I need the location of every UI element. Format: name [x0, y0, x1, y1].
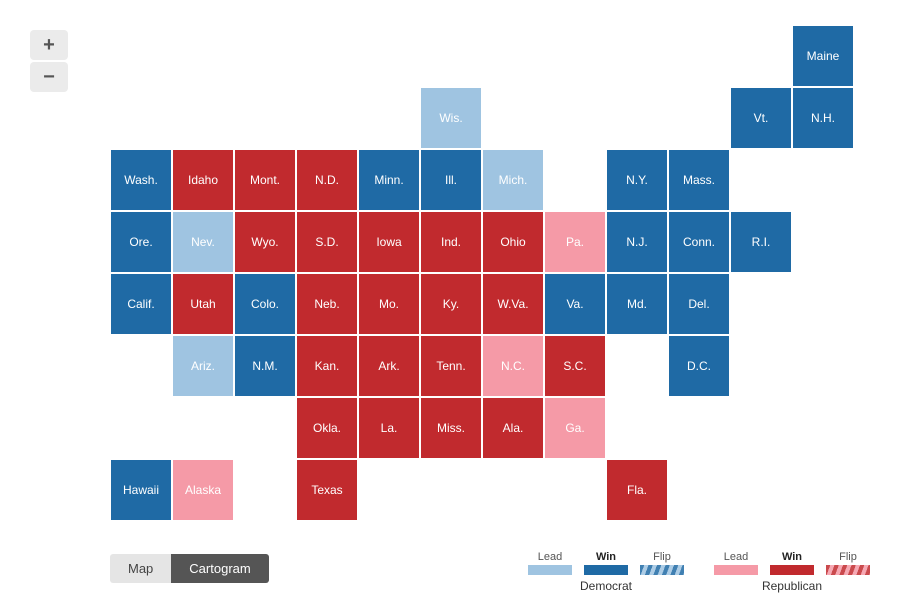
state-cell[interactable]: Texas	[296, 459, 358, 521]
legend-rep-flip: Flip	[826, 551, 870, 575]
state-cell[interactable]: Idaho	[172, 149, 234, 211]
state-cell[interactable]: Ala.	[482, 397, 544, 459]
state-cell[interactable]: Ill.	[420, 149, 482, 211]
state-cell[interactable]: Vt.	[730, 87, 792, 149]
swatch-dem-win	[584, 565, 628, 575]
state-cell[interactable]: S.D.	[296, 211, 358, 273]
swatch-dem-flip	[640, 565, 684, 575]
swatch-rep-win	[770, 565, 814, 575]
state-cell[interactable]: N.J.	[606, 211, 668, 273]
state-cell[interactable]: Wis.	[420, 87, 482, 149]
legend-rep-lead: Lead	[714, 551, 758, 575]
state-cell[interactable]: Alaska	[172, 459, 234, 521]
state-cell[interactable]: Mont.	[234, 149, 296, 211]
state-cell[interactable]: Tenn.	[420, 335, 482, 397]
state-cell[interactable]: Neb.	[296, 273, 358, 335]
state-cell[interactable]: Mo.	[358, 273, 420, 335]
state-cell[interactable]: Mich.	[482, 149, 544, 211]
state-cell[interactable]: Calif.	[110, 273, 172, 335]
state-cell[interactable]: S.C.	[544, 335, 606, 397]
state-cell[interactable]: Ore.	[110, 211, 172, 273]
swatch-rep-flip	[826, 565, 870, 575]
state-cell[interactable]: Ark.	[358, 335, 420, 397]
state-cell[interactable]: Md.	[606, 273, 668, 335]
state-cell[interactable]: Mass.	[668, 149, 730, 211]
view-cartogram-button[interactable]: Cartogram	[171, 554, 268, 583]
legend-democrat: Lead Win Flip Democrat	[528, 551, 684, 593]
state-cell[interactable]: Okla.	[296, 397, 358, 459]
state-cell[interactable]: N.D.	[296, 149, 358, 211]
swatch-dem-lead	[528, 565, 572, 575]
state-cell[interactable]: Maine	[792, 25, 854, 87]
state-cell[interactable]: Ohio	[482, 211, 544, 273]
legend-dem-lead: Lead	[528, 551, 572, 575]
state-cell[interactable]: N.H.	[792, 87, 854, 149]
legend-dem-win: Win	[584, 551, 628, 575]
legend: Lead Win Flip Democrat Lead Win	[528, 551, 870, 593]
state-cell[interactable]: Ky.	[420, 273, 482, 335]
state-cell[interactable]: Kan.	[296, 335, 358, 397]
state-cell[interactable]: Miss.	[420, 397, 482, 459]
state-cell[interactable]: Ga.	[544, 397, 606, 459]
state-cell[interactable]: La.	[358, 397, 420, 459]
legend-democrat-label: Democrat	[580, 579, 632, 593]
state-cell[interactable]: N.M.	[234, 335, 296, 397]
state-cell[interactable]: N.C.	[482, 335, 544, 397]
legend-rep-win: Win	[770, 551, 814, 575]
state-cell[interactable]: Va.	[544, 273, 606, 335]
state-cell[interactable]: Colo.	[234, 273, 296, 335]
legend-republican: Lead Win Flip Republican	[714, 551, 870, 593]
state-cell[interactable]: Minn.	[358, 149, 420, 211]
swatch-rep-lead	[714, 565, 758, 575]
state-cell[interactable]: W.Va.	[482, 273, 544, 335]
state-cell[interactable]: Ariz.	[172, 335, 234, 397]
state-cell[interactable]: Nev.	[172, 211, 234, 273]
state-cell[interactable]: Wash.	[110, 149, 172, 211]
zoom-out-button[interactable]: −	[30, 62, 68, 92]
state-cell[interactable]: Wyo.	[234, 211, 296, 273]
state-cell[interactable]: Iowa	[358, 211, 420, 273]
view-toggle: Map Cartogram	[110, 554, 269, 583]
state-cell[interactable]: N.Y.	[606, 149, 668, 211]
state-cell[interactable]: Fla.	[606, 459, 668, 521]
view-map-button[interactable]: Map	[110, 554, 171, 583]
legend-dem-flip: Flip	[640, 551, 684, 575]
state-cell[interactable]: D.C.	[668, 335, 730, 397]
state-cell[interactable]: Del.	[668, 273, 730, 335]
state-cell[interactable]: Utah	[172, 273, 234, 335]
legend-republican-label: Republican	[762, 579, 822, 593]
zoom-in-button[interactable]: +	[30, 30, 68, 60]
zoom-controls: + −	[30, 30, 68, 92]
state-cell[interactable]: Conn.	[668, 211, 730, 273]
state-cell[interactable]: Ind.	[420, 211, 482, 273]
state-cell[interactable]: R.I.	[730, 211, 792, 273]
state-cell[interactable]: Pa.	[544, 211, 606, 273]
state-cell[interactable]: Hawaii	[110, 459, 172, 521]
